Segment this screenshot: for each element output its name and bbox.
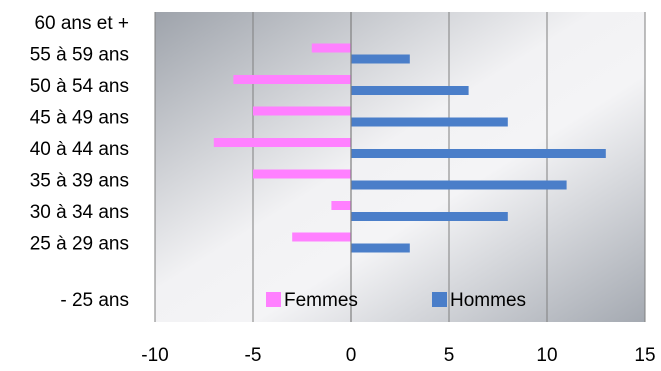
bar-femmes xyxy=(292,232,351,242)
plot-area xyxy=(155,12,645,322)
bar-hommes xyxy=(351,54,410,64)
x-tick-label: 10 xyxy=(536,345,557,366)
x-tick-label: -5 xyxy=(245,345,262,366)
legend-label-hommes: Hommes xyxy=(450,290,526,311)
x-tick-label: -10 xyxy=(141,345,168,366)
bar-femmes xyxy=(213,138,351,147)
bar-hommes xyxy=(351,180,567,190)
y-tick-label: 50 à 54 ans xyxy=(30,76,129,97)
y-tick-label: 30 à 34 ans xyxy=(30,202,129,223)
bar-hommes xyxy=(351,149,606,158)
bar-hommes xyxy=(351,117,508,127)
legend-swatch-femmes xyxy=(266,292,281,307)
bar-hommes xyxy=(351,86,469,95)
y-tick-label: 55 à 59 ans xyxy=(30,45,129,66)
bar-hommes xyxy=(351,212,508,221)
y-tick-label: 25 à 29 ans xyxy=(30,234,129,255)
x-tick-label: 0 xyxy=(346,345,357,366)
legend-swatch-hommes xyxy=(432,292,447,307)
x-tick-label: 5 xyxy=(444,345,455,366)
legend-label-femmes: Femmes xyxy=(284,290,358,311)
x-axis-tick-labels: -10 -5 0 5 10 15 xyxy=(141,345,655,366)
bar-femmes xyxy=(253,169,351,179)
y-tick-label: 45 à 49 ans xyxy=(30,108,129,129)
bars xyxy=(213,43,606,253)
bar-hommes xyxy=(351,243,410,253)
x-tick-label: 15 xyxy=(634,345,655,366)
bar-femmes xyxy=(233,75,351,84)
axes xyxy=(154,12,352,322)
bar-femmes xyxy=(311,43,351,53)
bar-femmes xyxy=(253,106,351,116)
y-axis-tick-labels: 60 ans et + 55 à 59 ans 50 à 54 ans 45 à 49… xyxy=(30,13,129,311)
y-tick-label: 35 à 39 ans xyxy=(30,171,129,192)
y-tick-label: - 25 ans xyxy=(60,290,129,311)
bar-femmes xyxy=(331,201,351,210)
legend: Femmes Hommes xyxy=(266,290,526,311)
y-tick-label: 40 à 44 ans xyxy=(30,139,129,160)
y-tick-label: 60 ans et + xyxy=(34,13,129,34)
